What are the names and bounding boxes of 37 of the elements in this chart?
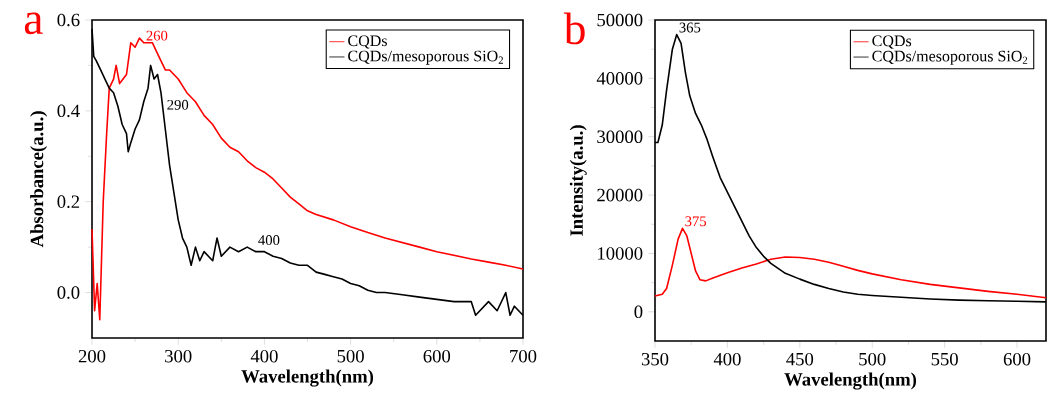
x-tick-label: 550 <box>931 352 958 366</box>
x-tick-label: 400 <box>713 352 741 366</box>
y-tick-label: 0.0 <box>57 286 80 299</box>
x-tick-label: 300 <box>165 349 192 363</box>
x-tick-label: 350 <box>641 352 669 366</box>
x-tick-label: 400 <box>250 349 278 363</box>
legend-label: CQDs <box>872 35 912 49</box>
legend-label: CQDs/mesoporous SiO$_{2}$ <box>348 50 503 65</box>
chart-title: b <box>563 12 585 45</box>
y-tick-label: 30000 <box>597 130 643 144</box>
y-tick-label: 0.6 <box>57 13 80 27</box>
y-tick-label: 50000 <box>597 13 643 27</box>
x-axis-title: Wavelength(nm) <box>784 372 917 390</box>
y-tick-label: 0 <box>634 305 643 319</box>
x-tick-label: 600 <box>423 349 451 363</box>
chart-title: a <box>24 12 43 35</box>
x-tick-label: 500 <box>337 349 364 363</box>
y-tick-label: 0.2 <box>57 195 80 209</box>
annotation: 260 <box>146 30 168 41</box>
annotation: 375 <box>685 216 707 227</box>
x-axis-title: Wavelength(nm) <box>241 369 374 387</box>
annotation: 365 <box>679 22 701 33</box>
y-tick-label: 0.4 <box>57 104 80 118</box>
y-axis-title: Intensity(a.u.) <box>569 125 587 236</box>
y-tick-label: 40000 <box>596 72 643 85</box>
legend-label: CQDs <box>348 35 387 49</box>
x-tick-label: 700 <box>510 349 537 363</box>
y-tick-label: 20000 <box>597 188 643 202</box>
legend-label: CQDs/mesoporous SiO$_{2}$ <box>872 50 1028 65</box>
x-tick-label: 500 <box>859 352 886 366</box>
x-tick-label: 450 <box>786 352 814 366</box>
y-tick-label: 10000 <box>598 247 643 260</box>
x-tick-label: 600 <box>1003 352 1031 366</box>
annotation: 400 <box>258 235 280 245</box>
y-axis-title: Absorbance(a.u.) <box>30 111 48 248</box>
x-tick-label: 200 <box>78 349 106 363</box>
annotation: 290 <box>167 99 189 110</box>
